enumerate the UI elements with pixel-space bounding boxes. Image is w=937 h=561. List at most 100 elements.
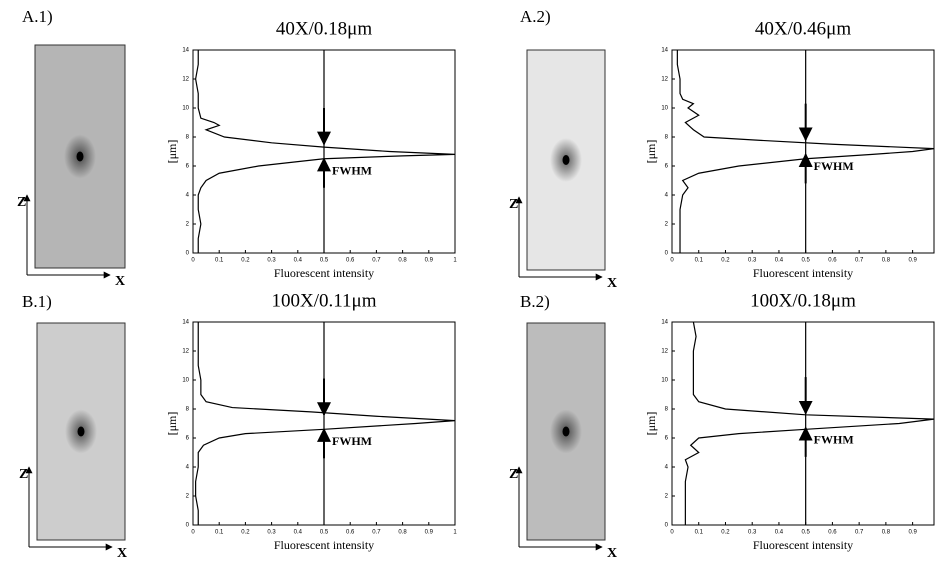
plot-frame — [671, 49, 935, 254]
chart-title: 100X/0.18μm — [750, 290, 856, 311]
y-tick-label: 6 — [665, 164, 669, 170]
y-tick-label: 8 — [186, 407, 190, 413]
x-tick-label: 0.8 — [398, 530, 407, 536]
plot-frame — [671, 321, 935, 526]
x-axis-label: Fluorescent intensity — [753, 538, 853, 552]
x-tick-label: 0.6 — [346, 258, 355, 264]
x-tick-label: 0.4 — [775, 258, 784, 264]
y-axis-label: [μm] — [165, 140, 179, 164]
y-axis-label: [μm] — [644, 140, 658, 164]
y-tick-label: 10 — [182, 378, 189, 384]
y-tick-label: 10 — [182, 106, 189, 112]
x-tick-label: 0.5 — [802, 530, 811, 536]
x-tick-label: 0 — [191, 258, 195, 264]
x-tick-label: 0.5 — [320, 530, 329, 536]
x-tick-label: 0.7 — [372, 530, 381, 536]
x-label: X — [607, 546, 617, 561]
y-tick-label: 4 — [665, 193, 669, 199]
y-tick-label: 10 — [661, 378, 668, 384]
y-tick-label: 0 — [665, 251, 669, 257]
panel-label: A.1) — [22, 7, 53, 26]
profile-line — [684, 321, 935, 525]
x-tick-label: 1 — [453, 258, 457, 264]
x-label: X — [117, 546, 127, 561]
x-tick-label: 0.3 — [267, 530, 276, 536]
y-tick-label: 6 — [186, 436, 190, 442]
psf-spot — [562, 426, 570, 437]
y-tick-label: 0 — [665, 523, 669, 529]
y-tick-label: 12 — [182, 349, 189, 355]
x-tick-label: 0.4 — [294, 258, 303, 264]
x-tick-label: 0.3 — [748, 258, 757, 264]
y-tick-label: 14 — [661, 320, 668, 326]
y-axis-label: [μm] — [644, 412, 658, 436]
profile-line — [195, 322, 456, 525]
y-tick-label: 0 — [186, 251, 190, 257]
x-tick-label: 0.9 — [908, 258, 917, 264]
profile-line — [195, 50, 456, 253]
y-tick-label: 0 — [186, 523, 190, 529]
x-tick-label: 0.3 — [267, 258, 276, 264]
x-tick-label: 0.6 — [828, 530, 837, 536]
x-tick-label: 0.7 — [855, 530, 864, 536]
y-tick-label: 14 — [182, 48, 189, 54]
x-label: X — [115, 274, 125, 289]
y-tick-label: 6 — [665, 436, 669, 442]
y-tick-label: 10 — [661, 106, 668, 112]
y-axis-label: [μm] — [165, 412, 179, 436]
y-tick-label: 12 — [661, 349, 668, 355]
x-tick-label: 0.4 — [294, 530, 303, 536]
y-tick-label: 12 — [661, 77, 668, 83]
z-label: Z — [17, 195, 26, 210]
y-tick-label: 14 — [182, 320, 189, 326]
x-tick-label: 0.8 — [398, 258, 407, 264]
y-tick-label: 2 — [186, 494, 190, 500]
chart-title: 100X/0.11μm — [271, 290, 376, 311]
x-tick-label: 0.5 — [320, 258, 329, 264]
x-tick-label: 0.1 — [215, 258, 224, 264]
x-axis-label: Fluorescent intensity — [274, 538, 374, 552]
x-axis-label: Fluorescent intensity — [274, 266, 374, 280]
x-tick-label: 0.2 — [721, 530, 730, 536]
y-tick-label: 6 — [186, 164, 190, 170]
x-tick-label: 0.2 — [721, 258, 730, 264]
x-tick-label: 0.1 — [695, 258, 704, 264]
y-tick-label: 4 — [186, 193, 190, 199]
psf-spot — [77, 426, 85, 437]
x-tick-label: 0.1 — [215, 530, 224, 536]
x-tick-label: 0.2 — [241, 258, 250, 264]
y-tick-label: 4 — [186, 465, 190, 471]
x-tick-label: 0.8 — [882, 530, 891, 536]
annotation: FWHM — [814, 159, 854, 173]
panel-label: B.2) — [520, 292, 550, 311]
z-label: Z — [509, 467, 518, 482]
x-tick-label: 0.8 — [882, 258, 891, 264]
y-tick-label: 2 — [665, 222, 669, 228]
x-tick-label: 0 — [670, 530, 674, 536]
psf-spot — [562, 155, 570, 165]
x-tick-label: 0.1 — [695, 530, 704, 536]
x-tick-label: 0.9 — [908, 530, 917, 536]
x-label: X — [607, 276, 617, 291]
z-label: Z — [509, 197, 518, 212]
x-tick-label: 0.3 — [748, 530, 757, 536]
y-tick-label: 4 — [665, 465, 669, 471]
x-tick-label: 0 — [670, 258, 674, 264]
x-tick-label: 0.9 — [425, 258, 434, 264]
psf-spot — [76, 151, 84, 162]
x-tick-label: 0.6 — [828, 258, 837, 264]
panel-label: B.1) — [22, 292, 52, 311]
x-tick-label: 1 — [453, 530, 457, 536]
panel-label: A.2) — [520, 7, 551, 26]
y-tick-label: 8 — [186, 135, 190, 141]
x-tick-label: 0.9 — [425, 530, 434, 536]
x-tick-label: 0.5 — [802, 258, 811, 264]
profile-line — [676, 50, 935, 253]
chart-title: 40X/0.46μm — [755, 18, 851, 39]
y-tick-label: 14 — [661, 48, 668, 54]
x-axis-label: Fluorescent intensity — [753, 266, 853, 280]
x-tick-label: 0.6 — [346, 530, 355, 536]
x-tick-label: 0.7 — [855, 258, 864, 264]
